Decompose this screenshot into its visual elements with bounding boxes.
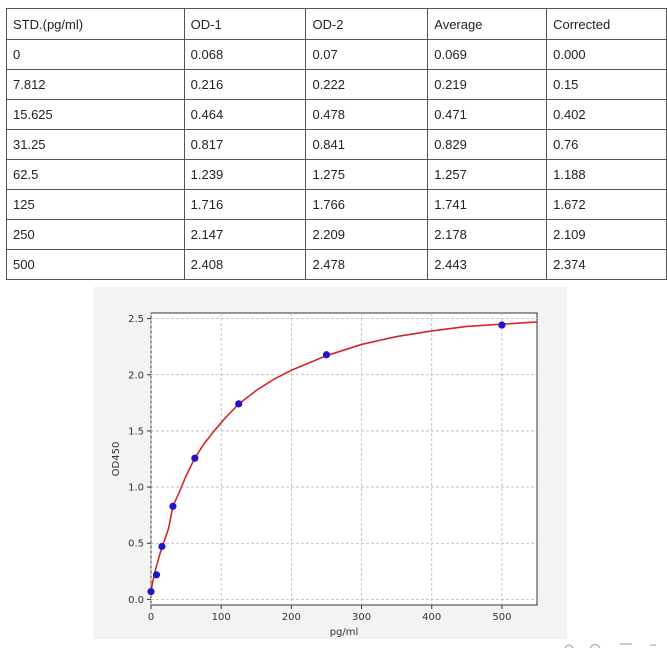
column-header: Corrected — [546, 8, 667, 40]
table-cell: 1.766 — [305, 189, 429, 220]
x-axis-label: pg/ml — [330, 627, 359, 638]
standard-table: STD.(pg/ml) OD-1 OD-2 Average Corrected … — [6, 8, 667, 280]
chart-svg: 0 100 200 300 400 500 0.0 0.5 1.0 1.5 2.0 2.5 pg/ml… — [111, 312, 538, 638]
data-point — [322, 351, 331, 359]
column-header: OD-2 — [305, 8, 429, 40]
table-cell: 0.478 — [305, 99, 429, 130]
table-cell: 2.443 — [427, 249, 548, 280]
data-point — [169, 502, 177, 510]
table-cell: 1.741 — [427, 189, 548, 220]
table-cell: 1.672 — [546, 189, 667, 220]
plot-area — [150, 312, 538, 606]
column-header: STD.(pg/ml) — [6, 8, 185, 40]
y-tick-label: 2.5 — [128, 314, 144, 325]
y-tick-label: 1.5 — [128, 426, 144, 437]
x-tick-label: 0 — [148, 612, 154, 623]
table-cell: 62.5 — [6, 159, 185, 190]
table-cell: 0.402 — [546, 99, 667, 130]
table-cell: 0.222 — [305, 69, 429, 100]
table-cell: 2.374 — [546, 249, 667, 280]
y-tick-label: 0.5 — [128, 539, 144, 550]
table-cell: 0.15 — [546, 69, 667, 100]
data-point — [152, 571, 161, 579]
data-points-group — [147, 321, 506, 596]
table-cell: 0.068 — [183, 39, 307, 70]
table-cell: 0.069 — [427, 39, 548, 70]
table-cell: 1.716 — [183, 189, 307, 220]
table-cell: 1.188 — [546, 159, 667, 190]
table-header-row: STD.(pg/ml) OD-1 OD-2 Average Corrected — [6, 8, 667, 40]
table-row: 7.812 0.216 0.222 0.219 0.15 — [6, 69, 667, 100]
data-point — [191, 454, 199, 462]
table-row: 62.5 1.239 1.275 1.257 1.188 — [6, 159, 667, 190]
table-cell: 250 — [6, 219, 185, 250]
table-body: 0 0.068 0.07 0.069 0.000 7.812 0.216 0.222 0.219… — [6, 39, 667, 280]
fit-curve-group — [150, 321, 538, 592]
table-row: 125 1.716 1.766 1.741 1.672 — [6, 189, 667, 220]
table-cell: 0.464 — [183, 99, 307, 130]
grid-lines — [150, 313, 537, 605]
x-tick-label: 300 — [352, 612, 371, 623]
toolbar-icon — [564, 644, 574, 648]
data-point — [158, 542, 166, 551]
table-cell: 15.625 — [6, 99, 185, 130]
x-tick-label: 100 — [212, 612, 231, 623]
table-cell: 0.829 — [427, 129, 548, 160]
table-cell: 2.209 — [305, 219, 429, 250]
table-cell: 0.471 — [427, 99, 548, 130]
y-tick-label: 1.0 — [128, 483, 144, 494]
table-row: 31.25 0.817 0.841 0.829 0.76 — [6, 129, 667, 160]
column-header: Average — [427, 8, 548, 40]
table-cell: 0.219 — [427, 69, 548, 100]
table-cell: 2.178 — [427, 219, 548, 250]
y-axis-label: OD450 — [111, 442, 122, 477]
y-tick-label: 2.0 — [128, 370, 144, 381]
table-row: 500 2.408 2.478 2.443 2.374 — [6, 249, 667, 280]
table-cell: 31.25 — [6, 129, 185, 160]
x-tick-label: 400 — [422, 612, 441, 623]
page-toolbar-icons — [564, 643, 656, 648]
data-point — [498, 321, 506, 329]
table-cell: 2.408 — [183, 249, 307, 280]
x-tick-label: 200 — [282, 612, 301, 623]
table-cell: 0 — [6, 39, 185, 70]
table-cell: 1.257 — [427, 159, 548, 190]
standard-curve-chart: 0 100 200 300 400 500 0.0 0.5 1.0 1.5 2.0 2.5 pg/ml… — [93, 287, 567, 639]
table-cell: 0.817 — [183, 129, 307, 160]
y-tick-label: 0.0 — [128, 595, 144, 606]
table-cell: 125 — [6, 189, 185, 220]
table-cell: 2.478 — [305, 249, 429, 280]
table-cell: 0.000 — [546, 39, 667, 70]
data-point — [235, 400, 243, 408]
table-cell: 7.812 — [6, 69, 185, 100]
fit-curve-line — [150, 321, 538, 592]
column-header: OD-1 — [183, 8, 307, 40]
table-cell: 1.275 — [305, 159, 429, 190]
x-tick-label: 500 — [492, 612, 511, 623]
table-cell: 0.76 — [546, 129, 667, 160]
toolbar-icon — [589, 644, 601, 648]
table-cell: 0.07 — [305, 39, 429, 70]
table-row: 15.625 0.464 0.478 0.471 0.402 — [6, 99, 667, 130]
table-row: 250 2.147 2.209 2.178 2.109 — [6, 219, 667, 250]
table-cell: 1.239 — [183, 159, 307, 190]
data-point — [147, 588, 155, 596]
table-cell: 2.109 — [546, 219, 667, 250]
table-cell: 2.147 — [183, 219, 307, 250]
table-cell: 0.216 — [183, 69, 307, 100]
table-cell: 0.841 — [305, 129, 429, 160]
table-row: 0 0.068 0.07 0.069 0.000 — [6, 39, 667, 70]
table-cell: 500 — [6, 249, 185, 280]
axis-ticks: 0 100 200 300 400 500 0.0 0.5 1.0 1.5 2.0 2.5 — [128, 314, 511, 623]
